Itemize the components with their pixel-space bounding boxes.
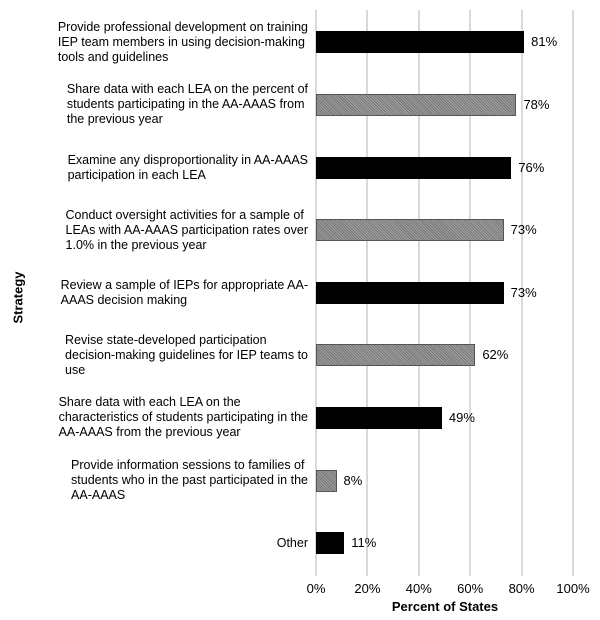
bar [316,281,504,304]
category-text: Share data with each LEA on the characte… [58,395,308,440]
data-label: 11% [351,535,377,551]
category-text: Conduct oversight activities for a sampl… [65,207,308,252]
x-tick-label: 20% [354,581,381,596]
x-tick-label: 100% [556,581,590,596]
category-text: Revise state-developed participation dec… [65,332,308,377]
category-label: Revise state-developed participation dec… [38,333,308,378]
category-label: Provide professional development on trai… [38,20,308,65]
bar [316,156,512,179]
category-text: Provide information sessions to families… [71,458,308,502]
gridline [520,10,523,576]
category-label: Conduct oversight activities for a sampl… [38,208,308,253]
data-label: 49% [448,409,475,425]
category-label: Share data with each LEA on the percent … [38,82,308,127]
bar [316,93,517,116]
data-label: 62% [482,347,509,363]
bar [316,406,442,429]
bar [316,532,345,555]
x-tick-label: 80% [508,581,535,596]
x-tick-label: 0% [306,581,326,596]
category-text: Other [276,535,308,550]
bar [316,31,525,54]
category-text: Provide professional development on trai… [57,19,308,64]
category-label: Examine any disproportionality in AA-AAA… [38,153,308,183]
category-text: Share data with each LEA on the percent … [66,82,308,127]
bar [316,344,476,367]
y-axis-label: Strategy [10,271,26,324]
category-label: Review a sample of IEPs for appropriate … [38,278,308,308]
x-tick-label: 40% [405,581,432,596]
category-label: Other [38,536,308,551]
bar [316,469,337,492]
category-text: Review a sample of IEPs for appropriate … [60,277,308,307]
bar [316,219,504,242]
data-label: 73% [510,222,537,238]
data-label: 78% [523,96,550,112]
category-text: Examine any disproportionality in AA-AAA… [67,152,308,182]
category-label: Provide information sessions to families… [38,458,308,503]
x-tick-label: 60% [457,581,484,596]
x-axis-label: Percent of States [391,599,499,614]
data-label: 76% [518,159,545,175]
gridline [572,10,574,576]
category-label: Share data with each LEA on the characte… [38,395,308,440]
data-label: 81% [531,34,558,50]
data-label: 8% [343,472,363,488]
data-label: 73% [510,284,537,300]
